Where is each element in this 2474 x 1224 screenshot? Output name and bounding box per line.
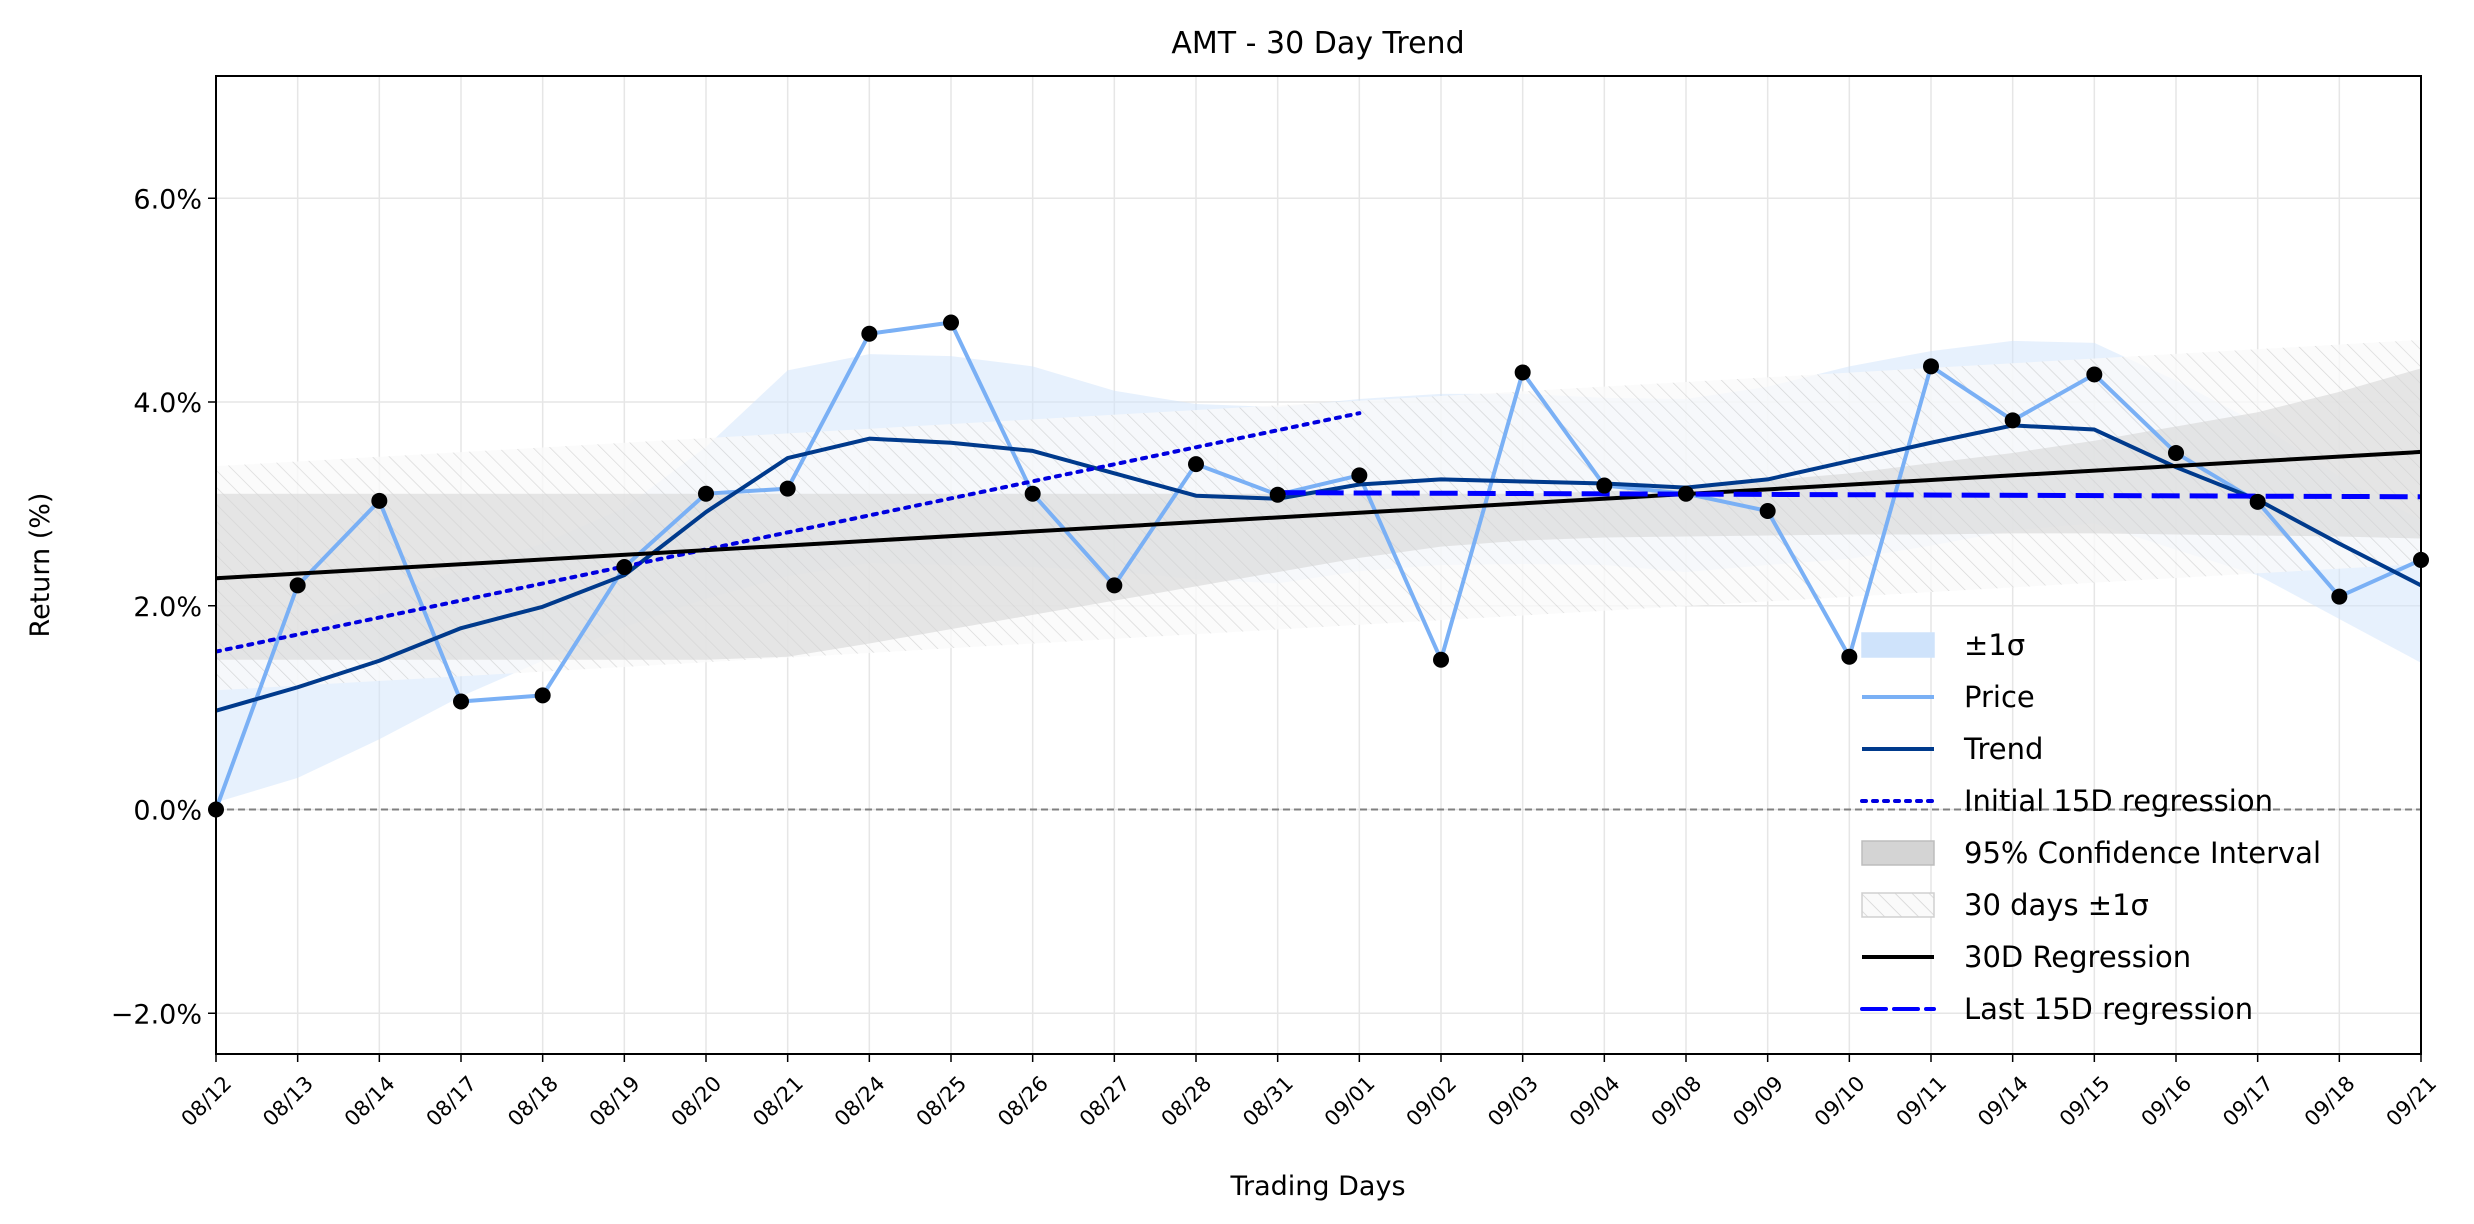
- price-point: [2249, 493, 2266, 510]
- price-point: [1841, 648, 1858, 665]
- price-point: [1433, 651, 1449, 668]
- y-axis-label: Return (%): [25, 493, 56, 638]
- price-point: [2331, 588, 2348, 605]
- legend-label: Last 15D regression: [1964, 992, 2253, 1026]
- price-point: [2004, 412, 2021, 429]
- y-tick-label: 6.0%: [133, 184, 202, 215]
- series-lines: [216, 320, 2421, 811]
- price-line: [216, 320, 2421, 811]
- price-point: [534, 687, 551, 704]
- legend-label: Price: [1964, 680, 2035, 714]
- plot-frame: [215, 75, 2422, 1055]
- chart-title: AMT - 30 Day Trend: [1171, 26, 1464, 61]
- legend-label: ±1σ: [1964, 628, 2025, 662]
- price-point: [861, 325, 878, 342]
- y-axis-ticks: −2.0% 0.0% 2.0% 4.0% 6.0%: [111, 184, 216, 1030]
- legend-label: 30D Regression: [1964, 940, 2191, 974]
- legend-swatch: [1861, 840, 1935, 866]
- price-point: [371, 492, 388, 509]
- price-point: [616, 559, 633, 576]
- legend-swatch: [1861, 632, 1935, 658]
- price-point: [289, 577, 306, 594]
- price-point: [943, 314, 959, 331]
- price-point: [453, 693, 469, 710]
- price-point: [1678, 485, 1694, 502]
- legend-label: 30 days ±1σ: [1964, 888, 2149, 922]
- price-point: [1106, 577, 1123, 594]
- legend-label: 95% Confidence Interval: [1964, 836, 2321, 870]
- legend-label: Trend: [1963, 732, 2043, 766]
- price-point: [779, 480, 796, 497]
- y-tick-label: −2.0%: [111, 999, 202, 1030]
- price-point: [1024, 485, 1041, 502]
- price-point: [1188, 456, 1204, 473]
- legend: ±1σ Price Trend Initial 15D regression 95% C…: [1860, 628, 2321, 1026]
- y-tick-label: 2.0%: [133, 592, 202, 623]
- price-point: [1759, 503, 1776, 520]
- price-point: [698, 485, 714, 502]
- initial-15d-regression-line: [216, 411, 1362, 654]
- price-point: [1269, 486, 1286, 503]
- x-axis-label: Trading Days: [1229, 1171, 1405, 1202]
- price-markers: [208, 314, 2429, 818]
- price-point: [1596, 477, 1613, 494]
- legend-label: Initial 15D regression: [1964, 784, 2273, 818]
- y-tick-label: 4.0%: [133, 388, 202, 419]
- price-point: [2086, 366, 2103, 383]
- y-tick-label: 0.0%: [133, 796, 202, 827]
- price-point: [1514, 364, 1531, 381]
- thirty-day-regression-line: [216, 449, 2421, 581]
- price-point: [1351, 467, 1368, 484]
- legend-swatch: [1861, 892, 1935, 918]
- price-point: [2168, 444, 2184, 461]
- last-15d-regression-line: [1277, 490, 2421, 500]
- price-point: [1923, 358, 1939, 375]
